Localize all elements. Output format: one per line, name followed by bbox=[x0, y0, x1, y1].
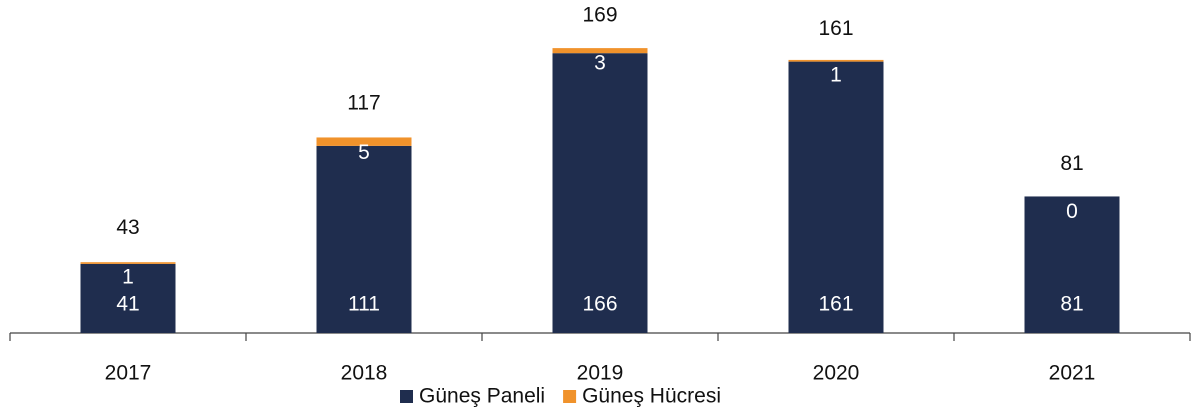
segment-label: 1 bbox=[122, 266, 134, 289]
bar-segment bbox=[788, 59, 884, 62]
x-tick-label: 2017 bbox=[105, 362, 152, 385]
segment-label: 81 bbox=[1060, 293, 1083, 316]
legend-label: Güneş Paneli bbox=[419, 385, 545, 408]
legend-label: Güneş Hücresi bbox=[582, 385, 721, 408]
x-tick-label: 2021 bbox=[1049, 362, 1096, 385]
total-label: 161 bbox=[818, 17, 853, 40]
x-tick-label: 2018 bbox=[341, 362, 388, 385]
bar-segment bbox=[80, 262, 176, 264]
segment-label: 0 bbox=[1066, 200, 1078, 223]
segment-label: 161 bbox=[818, 293, 853, 316]
legend-swatch bbox=[400, 390, 413, 403]
total-label: 81 bbox=[1060, 152, 1083, 175]
legend-swatch bbox=[563, 390, 577, 403]
bar-segment bbox=[1024, 196, 1120, 333]
segment-label: 3 bbox=[594, 52, 606, 75]
segment-label: 41 bbox=[116, 293, 139, 316]
bar-segment bbox=[316, 145, 412, 333]
bar-segment bbox=[316, 137, 412, 146]
total-label: 117 bbox=[347, 91, 380, 114]
bar-segment bbox=[552, 53, 648, 334]
bar-segment bbox=[788, 61, 884, 333]
segment-label: 1 bbox=[830, 63, 842, 86]
segment-label: 111 bbox=[348, 293, 380, 316]
total-label: 169 bbox=[582, 4, 617, 27]
x-tick-label: 2020 bbox=[813, 362, 860, 385]
bar-segment bbox=[80, 263, 176, 333]
segment-label: 166 bbox=[582, 293, 617, 316]
x-tick-label: 2019 bbox=[577, 362, 624, 385]
bar-segment bbox=[552, 48, 648, 54]
total-label: 43 bbox=[116, 216, 139, 239]
segment-label: 5 bbox=[358, 141, 370, 164]
